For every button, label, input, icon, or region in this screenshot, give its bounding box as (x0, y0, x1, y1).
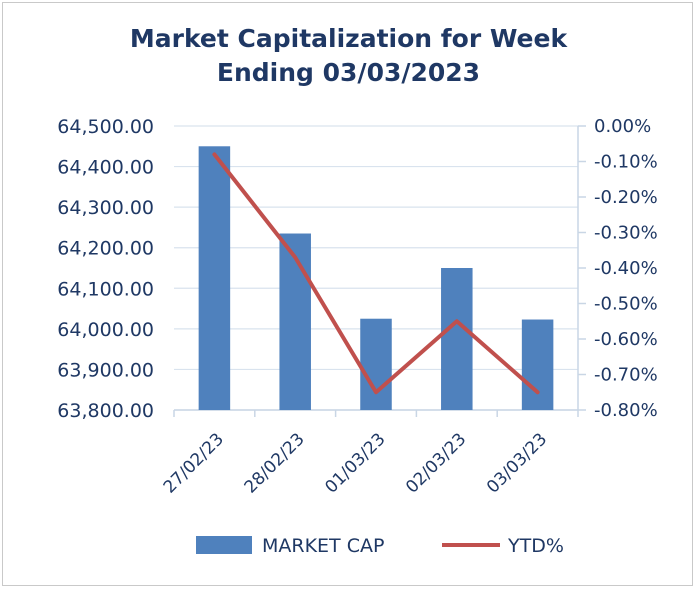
x-axis-tick-label: 27/02/23 (160, 429, 228, 497)
left-axis-tick-label: 64,300.00 (57, 197, 154, 219)
bar-market-cap (198, 146, 231, 411)
tick-labels: 64,500.00 64,400.00 64,300.00 64,200.00 64,1… (57, 116, 657, 498)
legend-label-ytd: YTD% (507, 535, 564, 557)
right-axis-tick-label: -0.10% (594, 152, 658, 173)
right-axis-tick-label: 0.00% (594, 116, 651, 137)
left-axis-tick-label: 64,400.00 (57, 157, 154, 179)
bar-market-cap (279, 233, 311, 410)
bar-market-cap (360, 318, 392, 410)
legend-label-market-cap: MARKET CAP (262, 535, 384, 557)
x-axis-tick-label: 01/03/23 (321, 429, 389, 497)
chart-title-line-1: Market Capitalization for Week (129, 24, 568, 53)
bar-series (198, 146, 554, 411)
bar-market-cap (441, 268, 473, 410)
left-axis-tick-label: 63,800.00 (57, 400, 154, 422)
bar-market-cap (521, 319, 554, 410)
chart-title: Market Capitalization for Week Ending 03… (0, 22, 697, 90)
left-axis-tick-label: 63,900.00 (57, 359, 154, 381)
left-axis-tick-label: 64,500.00 (57, 116, 154, 138)
right-axis-tick-label: -0.30% (594, 223, 658, 244)
right-axis-tick-label: -0.50% (594, 294, 658, 315)
right-axis-tick-label: -0.70% (594, 365, 658, 386)
right-axis-tick-label: -0.80% (594, 400, 658, 421)
right-axis-tick-label: -0.40% (594, 258, 658, 279)
x-axis-tick-label: 02/03/23 (402, 429, 470, 497)
chart-title-line-2: Ending 03/03/2023 (216, 58, 481, 87)
right-axis-tick-label: -0.20% (594, 187, 658, 208)
left-axis-tick-label: 64,000.00 (57, 319, 154, 341)
line-series (212, 152, 540, 395)
right-axis-tick-label: -0.60% (594, 329, 658, 350)
x-axis-tick-label: 03/03/23 (483, 429, 551, 497)
left-axis-tick-label: 64,200.00 (57, 238, 154, 260)
legend-swatch-market-cap (196, 536, 252, 554)
x-axis-tick-label: 28/02/23 (241, 429, 309, 497)
left-axis-tick-label: 64,100.00 (57, 278, 154, 300)
legend: MARKET CAP YTD% (196, 535, 564, 557)
